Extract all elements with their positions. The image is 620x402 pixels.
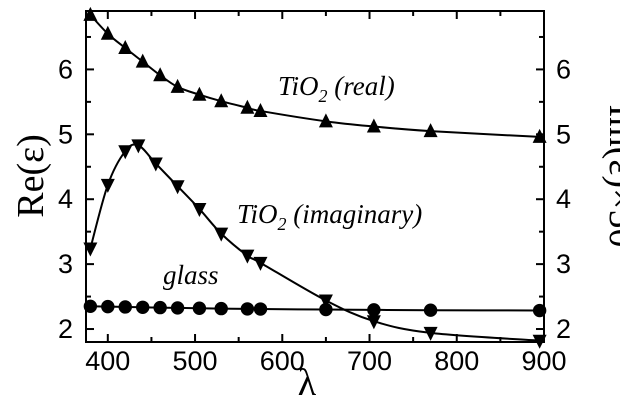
data-point-tio2-imag [192,202,207,217]
data-point-tio2-real [83,6,98,21]
x-tick-label: 900 [521,346,566,376]
data-point-tio2-imag [532,334,547,349]
data-point-glass [532,303,547,318]
data-point-tio2-imag [83,242,98,257]
data-point-tio2-imag [318,294,333,309]
data-point-glass [253,302,268,316]
data-point-glass [83,299,98,314]
x-tick-label: 700 [347,346,392,376]
data-point-tio2-real [100,25,115,40]
annotation-tio2-real-subscript: 2 [319,86,328,106]
x-axis-label: λ [298,362,317,402]
data-point-tio2-real [192,86,207,101]
y-left-tick-label: 6 [58,54,73,84]
y-left-tick-label: 4 [58,184,73,214]
y-right-tick-label: 2 [556,314,571,344]
y-axis-left-label: Re(ε) [10,134,52,217]
data-point-tio2-imag [423,326,438,341]
data-point-tio2-imag [118,145,133,160]
data-point-tio2-imag [170,180,185,195]
data-point-tio2-imag [148,157,163,172]
data-point-tio2-imag [214,227,229,242]
data-point-tio2-real [135,53,150,68]
data-point-tio2-real [423,123,438,138]
data-point-tio2-real [214,93,229,108]
annotation-tio2-imaginary-subscript: 2 [278,214,287,234]
data-point-tio2-real [153,67,168,82]
data-point-glass [118,300,132,314]
plot-frame [85,10,545,343]
data-point-tio2-real [240,99,255,114]
data-point-glass [367,303,381,317]
data-point-glass [319,302,333,317]
data-point-glass [240,302,255,316]
annotation-tio2-real-base: TiO [278,71,319,101]
y-left-tick-label: 5 [58,119,73,149]
data-point-tio2-real [118,39,133,54]
data-point-tio2-real [318,113,333,128]
data-point-glass [153,300,167,315]
data-point-glass [101,299,115,314]
x-tick-label: 500 [173,346,218,376]
y-right-tick-label: 4 [556,184,571,214]
data-point-tio2-real [532,128,547,143]
data-point-glass [423,303,438,317]
annotation-tio2-real-suffix: (real) [328,71,395,101]
data-point-tio2-imag [240,249,255,264]
annotation-tio2-real: TiO2 (real) [278,71,395,106]
x-tick-label: 600 [260,346,305,376]
data-point-glass [192,301,207,315]
data-point-glass [170,301,185,315]
y-right-tick-label: 3 [556,249,571,279]
data-point-tio2-real [170,78,185,93]
data-point-tio2-imag [253,256,268,271]
data-point-glass [136,300,150,314]
data-point-tio2-imag [131,139,146,154]
x-tick-label: 800 [434,346,479,376]
annotation-tio2-imaginary-base: TiO [237,199,278,229]
y-right-tick-label: 6 [556,54,571,84]
x-tick-label: 400 [85,346,130,376]
y-left-tick-label: 2 [58,314,73,344]
y-right-tick-label: 5 [556,119,571,149]
annotation-tio2-imaginary-suffix: (imaginary) [287,199,423,229]
data-point-tio2-imag [100,178,115,193]
annotation-tio2-imaginary: TiO2 (imaginary) [237,199,422,234]
annotation-glass: glass [163,260,219,290]
data-point-tio2-real [366,118,381,133]
data-point-tio2-real [253,102,268,117]
y-left-tick-label: 3 [58,249,73,279]
data-point-tio2-imag [366,315,381,330]
y-axis-right-label: Im(ε)×50 [601,105,620,248]
data-point-glass [214,301,228,316]
